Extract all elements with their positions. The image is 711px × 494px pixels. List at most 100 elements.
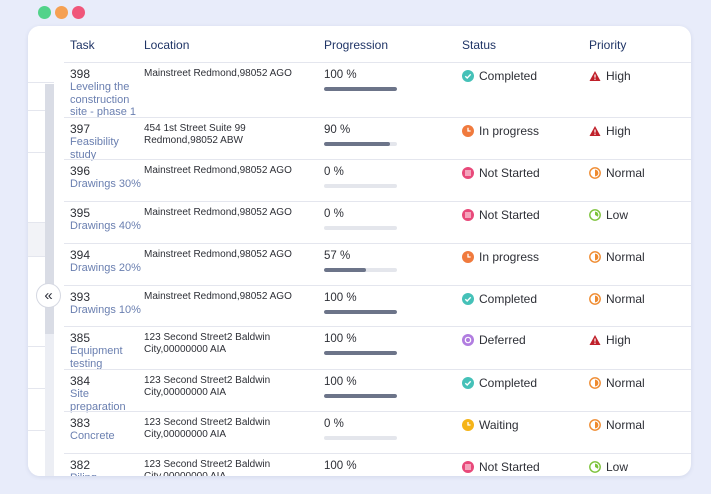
priority-cell: Low: [589, 460, 628, 474]
priority-cell: Normal: [589, 292, 645, 306]
column-header-priority[interactable]: Priority: [589, 38, 627, 52]
task-cell: 394 Drawings 20%: [70, 248, 142, 275]
sidebar-scrollbar[interactable]: [45, 84, 54, 476]
task-name-link[interactable]: Drawings 30%: [70, 178, 141, 190]
task-name-link[interactable]: Concrete: [70, 430, 115, 442]
status-label: Completed: [479, 376, 538, 390]
progress-bar: [324, 142, 397, 146]
progression-cell: 0 %: [324, 166, 404, 188]
task-name-link[interactable]: Site preparation: [70, 388, 126, 413]
status-label: In progress: [479, 124, 540, 138]
status-label: In progress: [479, 250, 540, 264]
progress-bar: [324, 184, 397, 188]
table-row[interactable]: 382 Piling 123 Second Street2 Baldwin Ci…: [64, 453, 691, 476]
task-name-link[interactable]: Leveling the construction site - phase 1: [70, 81, 137, 118]
table-row[interactable]: 384 Site preparation 123 Second Street2 …: [64, 369, 691, 413]
location-cell: 454 1st Street Suite 99 Redmond,98052 AB…: [144, 123, 246, 146]
task-name-link[interactable]: Piling: [70, 472, 142, 476]
location-cell: Mainstreet Redmond,98052 AGO: [144, 165, 292, 176]
location-cell: 123 Second Street2 Baldwin City,00000000…: [144, 459, 271, 476]
progress-bar-fill: [324, 394, 397, 398]
task-table: Task Location Progression Status Priorit…: [64, 26, 691, 476]
progress-label: 57 %: [324, 250, 351, 262]
status-cell: Not Started: [462, 208, 540, 222]
progression-cell: 57 %: [324, 250, 404, 272]
task-cell: 383 Concrete: [70, 416, 142, 443]
progress-bar-fill: [324, 142, 390, 146]
location-cell: Mainstreet Redmond,98052 AGO: [144, 207, 292, 218]
task-name-link[interactable]: Feasibility study: [70, 136, 119, 161]
check-circle-icon: [462, 293, 474, 305]
status-cell: Completed: [462, 292, 537, 306]
progress-bar-fill: [324, 268, 366, 272]
table-row[interactable]: 397 Feasibility study 454 1st Street Sui…: [64, 117, 691, 161]
priority-label: Low: [606, 208, 629, 222]
progress-label: 0 %: [324, 208, 344, 220]
progression-cell: 0 %: [324, 208, 404, 230]
status-label: Not Started: [479, 166, 540, 180]
task-panel: « Task Location Progression Status Prior…: [28, 26, 691, 476]
task-id: 394: [70, 248, 91, 262]
scrollbar-thumb[interactable]: [45, 84, 54, 334]
normal-priority-icon: [589, 293, 601, 305]
location-cell: Mainstreet Redmond,98052 AGO: [144, 249, 292, 260]
clock-icon: [462, 251, 474, 263]
table-row[interactable]: 393 Drawings 10% Mainstreet Redmond,9805…: [64, 285, 691, 326]
normal-priority-icon: [589, 377, 601, 389]
priority-label: Normal: [606, 166, 645, 180]
task-cell: 382 Piling: [70, 458, 142, 476]
table-header: Task Location Progression Status Priorit…: [64, 26, 691, 62]
progression-cell: 100 %: [324, 292, 404, 314]
location-cell: 123 Second Street2 Baldwin City,00000000…: [144, 375, 271, 398]
not-started-icon: [462, 167, 474, 179]
progress-bar: [324, 226, 397, 230]
window-dot-green[interactable]: [38, 6, 51, 19]
window-dot-orange[interactable]: [55, 6, 68, 19]
progress-label: 100 %: [324, 376, 357, 388]
progress-bar: [324, 87, 397, 91]
normal-priority-icon: [589, 419, 601, 431]
table-row[interactable]: 398 Leveling the construction site - pha…: [64, 62, 691, 118]
table-row[interactable]: 395 Drawings 40% Mainstreet Redmond,9805…: [64, 201, 691, 243]
column-header-task[interactable]: Task: [70, 38, 95, 52]
waiting-icon: [462, 419, 474, 431]
double-chevron-left-icon: «: [44, 287, 53, 304]
priority-cell: Normal: [589, 250, 645, 264]
column-header-progression[interactable]: Progression: [324, 38, 389, 52]
task-cell: 396 Drawings 30%: [70, 164, 142, 191]
task-name-link[interactable]: Equipment testing: [70, 345, 123, 370]
status-cell: Completed: [462, 376, 537, 390]
window-dot-red[interactable]: [72, 6, 85, 19]
task-name-link[interactable]: Drawings 20%: [70, 262, 141, 274]
progress-bar-fill: [324, 351, 397, 355]
status-cell: In progress: [462, 250, 539, 264]
progress-bar-fill: [324, 310, 397, 314]
progression-cell: 100 %: [324, 333, 404, 355]
column-header-status[interactable]: Status: [462, 38, 497, 52]
collapse-sidebar-button[interactable]: «: [36, 283, 61, 308]
table-row[interactable]: 394 Drawings 20% Mainstreet Redmond,9805…: [64, 243, 691, 285]
task-cell: 384 Site preparation: [70, 374, 142, 413]
check-circle-icon: [462, 70, 474, 82]
task-name-link[interactable]: Drawings 10%: [70, 304, 141, 316]
table-row[interactable]: 383 Concrete 123 Second Street2 Baldwin …: [64, 411, 691, 453]
task-name-link[interactable]: Drawings 40%: [70, 220, 141, 232]
progress-bar: [324, 310, 397, 314]
table-row[interactable]: 385 Equipment testing 123 Second Street2…: [64, 326, 691, 370]
status-label: Not Started: [479, 460, 540, 474]
status-label: Waiting: [479, 418, 519, 432]
status-label: Completed: [479, 292, 538, 306]
task-id: 396: [70, 164, 91, 178]
column-header-location[interactable]: Location: [144, 38, 190, 52]
table-row[interactable]: 396 Drawings 30% Mainstreet Redmond,9805…: [64, 159, 691, 201]
warning-triangle-icon: [589, 70, 601, 82]
priority-cell: High: [589, 333, 631, 347]
normal-priority-icon: [589, 167, 601, 179]
not-started-icon: [462, 209, 474, 221]
task-id: 393: [70, 290, 91, 304]
progress-label: 100 %: [324, 69, 357, 81]
progression-cell: 100 %: [324, 376, 404, 398]
progress-label: 0 %: [324, 166, 344, 178]
task-id: 395: [70, 206, 91, 220]
priority-label: Normal: [606, 418, 645, 432]
